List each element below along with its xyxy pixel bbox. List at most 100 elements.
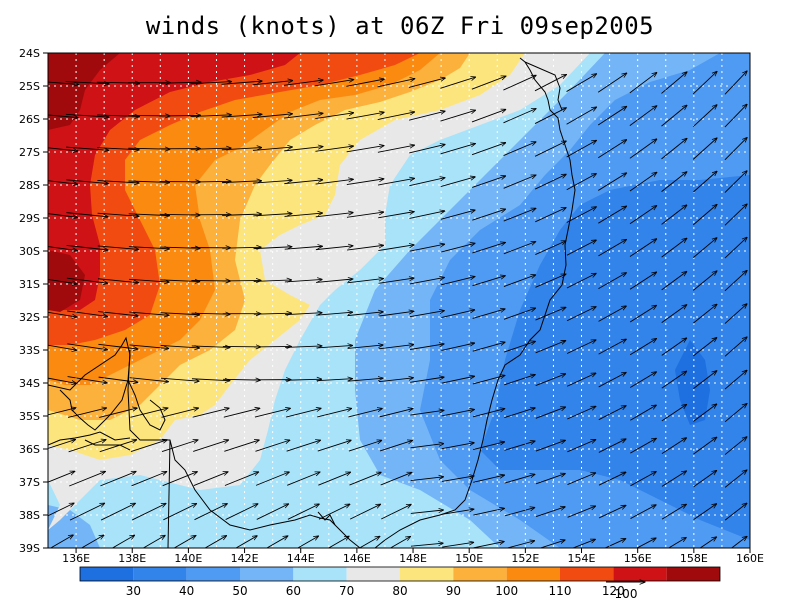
wind-vector bbox=[598, 339, 627, 355]
lon-tick-label: 156E bbox=[624, 552, 652, 565]
wind-vector bbox=[97, 148, 139, 150]
wind-vector bbox=[389, 536, 410, 548]
map-title: winds (knots) at 06Z Fri 09sep2005 bbox=[145, 12, 655, 40]
wind-vector bbox=[440, 277, 475, 286]
wind-vector bbox=[253, 280, 292, 281]
wind-speed-shading bbox=[48, 53, 750, 548]
wind-vector bbox=[503, 75, 536, 91]
lat-tick-label: 34S bbox=[19, 377, 40, 390]
wind-vector bbox=[661, 105, 687, 127]
wind-vector bbox=[48, 471, 75, 483]
wind-vector bbox=[441, 409, 475, 417]
wind-vector bbox=[48, 180, 77, 184]
wind-vector bbox=[223, 379, 260, 380]
wind-vector bbox=[96, 115, 139, 117]
wind-vector bbox=[318, 472, 350, 486]
wind-vector bbox=[629, 272, 656, 290]
wind-vector bbox=[473, 542, 505, 548]
wind-vector bbox=[503, 242, 536, 255]
speed-band-130-plus-2 bbox=[48, 250, 85, 312]
wind-vector bbox=[629, 139, 657, 159]
wind-vector bbox=[410, 410, 443, 416]
lon-tick-label: 138E bbox=[118, 552, 146, 565]
wind-vector bbox=[440, 144, 476, 155]
wind-vector bbox=[48, 440, 75, 449]
wind-vector bbox=[318, 504, 350, 520]
wind-vector bbox=[100, 472, 136, 487]
wind-vector bbox=[535, 474, 565, 485]
wind-vector bbox=[315, 113, 353, 120]
speed-band-120-130 bbox=[48, 53, 300, 310]
wind-vector bbox=[285, 346, 322, 348]
wind-vector bbox=[504, 341, 535, 353]
wind-vector bbox=[381, 504, 411, 520]
colorbar-swatch bbox=[613, 567, 667, 581]
wind-vector bbox=[97, 179, 139, 183]
wind-vector bbox=[347, 245, 383, 251]
wind-vector bbox=[253, 180, 292, 184]
wind-vector bbox=[504, 408, 535, 418]
wind-vector bbox=[66, 277, 108, 283]
wind-vector bbox=[161, 408, 199, 418]
wind-vector bbox=[661, 139, 687, 160]
wind-vector bbox=[441, 443, 474, 450]
longitude-axis: 136E 138E 140E 142E 144E 146E 148E 150E 152E 154E… bbox=[62, 548, 764, 565]
wind-vector bbox=[131, 472, 167, 487]
wind-vector bbox=[504, 474, 535, 484]
wind-vector bbox=[316, 379, 353, 381]
reference-vector-label: 100 bbox=[615, 587, 638, 600]
wind-vector bbox=[692, 238, 717, 258]
wind-vector bbox=[348, 408, 382, 418]
latitude-axis: 24S 25S 26S 27S 28S 29S 30S 31S 32S 33S 34S 35S 36S 3… bbox=[19, 47, 48, 555]
wind-vector bbox=[629, 172, 657, 192]
wind-vector bbox=[224, 472, 259, 486]
wind-vector bbox=[567, 440, 595, 453]
wind-vector bbox=[598, 472, 626, 486]
coastlines bbox=[48, 57, 576, 548]
wind-vector bbox=[535, 274, 565, 288]
wind-vector bbox=[534, 141, 566, 157]
wind-vector bbox=[347, 312, 383, 317]
lon-tick-label: 136E bbox=[62, 552, 90, 565]
wind-vector bbox=[566, 74, 597, 92]
wind-vector bbox=[48, 246, 78, 251]
wind-vector bbox=[235, 536, 257, 548]
wind-vector bbox=[629, 239, 657, 257]
wind-vector bbox=[346, 146, 384, 153]
wind-vector bbox=[48, 311, 77, 317]
wind-vector bbox=[724, 171, 747, 193]
wind-vector bbox=[571, 539, 596, 548]
wind-vector bbox=[598, 239, 626, 257]
colorbar-frame bbox=[79, 566, 721, 582]
wind-vector bbox=[724, 138, 747, 161]
wind-vector bbox=[129, 311, 169, 315]
wind-vector bbox=[473, 475, 504, 483]
wind-vector bbox=[442, 509, 474, 515]
wind-vector bbox=[597, 106, 626, 126]
wind-vector bbox=[377, 112, 415, 120]
wind-vector bbox=[629, 106, 657, 126]
wind-vector bbox=[409, 144, 445, 154]
lat-tick-label: 29S bbox=[19, 212, 40, 225]
wind-vector bbox=[410, 377, 444, 383]
wind-vector bbox=[661, 172, 687, 192]
wind-vector bbox=[535, 407, 566, 419]
sa-nsw-border bbox=[127, 349, 361, 548]
wind-vector bbox=[285, 313, 322, 315]
colorbar-label: 30 bbox=[126, 584, 141, 598]
wind-vector bbox=[661, 238, 687, 258]
wind-vector bbox=[724, 503, 747, 521]
wind-vector bbox=[630, 405, 656, 421]
wind-vector bbox=[254, 408, 290, 418]
colorbar-label: 50 bbox=[232, 584, 247, 598]
wind-vector bbox=[473, 508, 504, 516]
wind-vector bbox=[284, 246, 323, 250]
wind-vector bbox=[68, 440, 106, 453]
wind-vector bbox=[316, 345, 352, 349]
wind-vector bbox=[472, 209, 505, 221]
lat-tick-label: 37S bbox=[19, 476, 40, 489]
wind-vectors bbox=[48, 71, 747, 548]
wind-vector bbox=[192, 408, 229, 418]
wind-vector bbox=[472, 309, 505, 319]
wind-vector bbox=[724, 104, 747, 128]
